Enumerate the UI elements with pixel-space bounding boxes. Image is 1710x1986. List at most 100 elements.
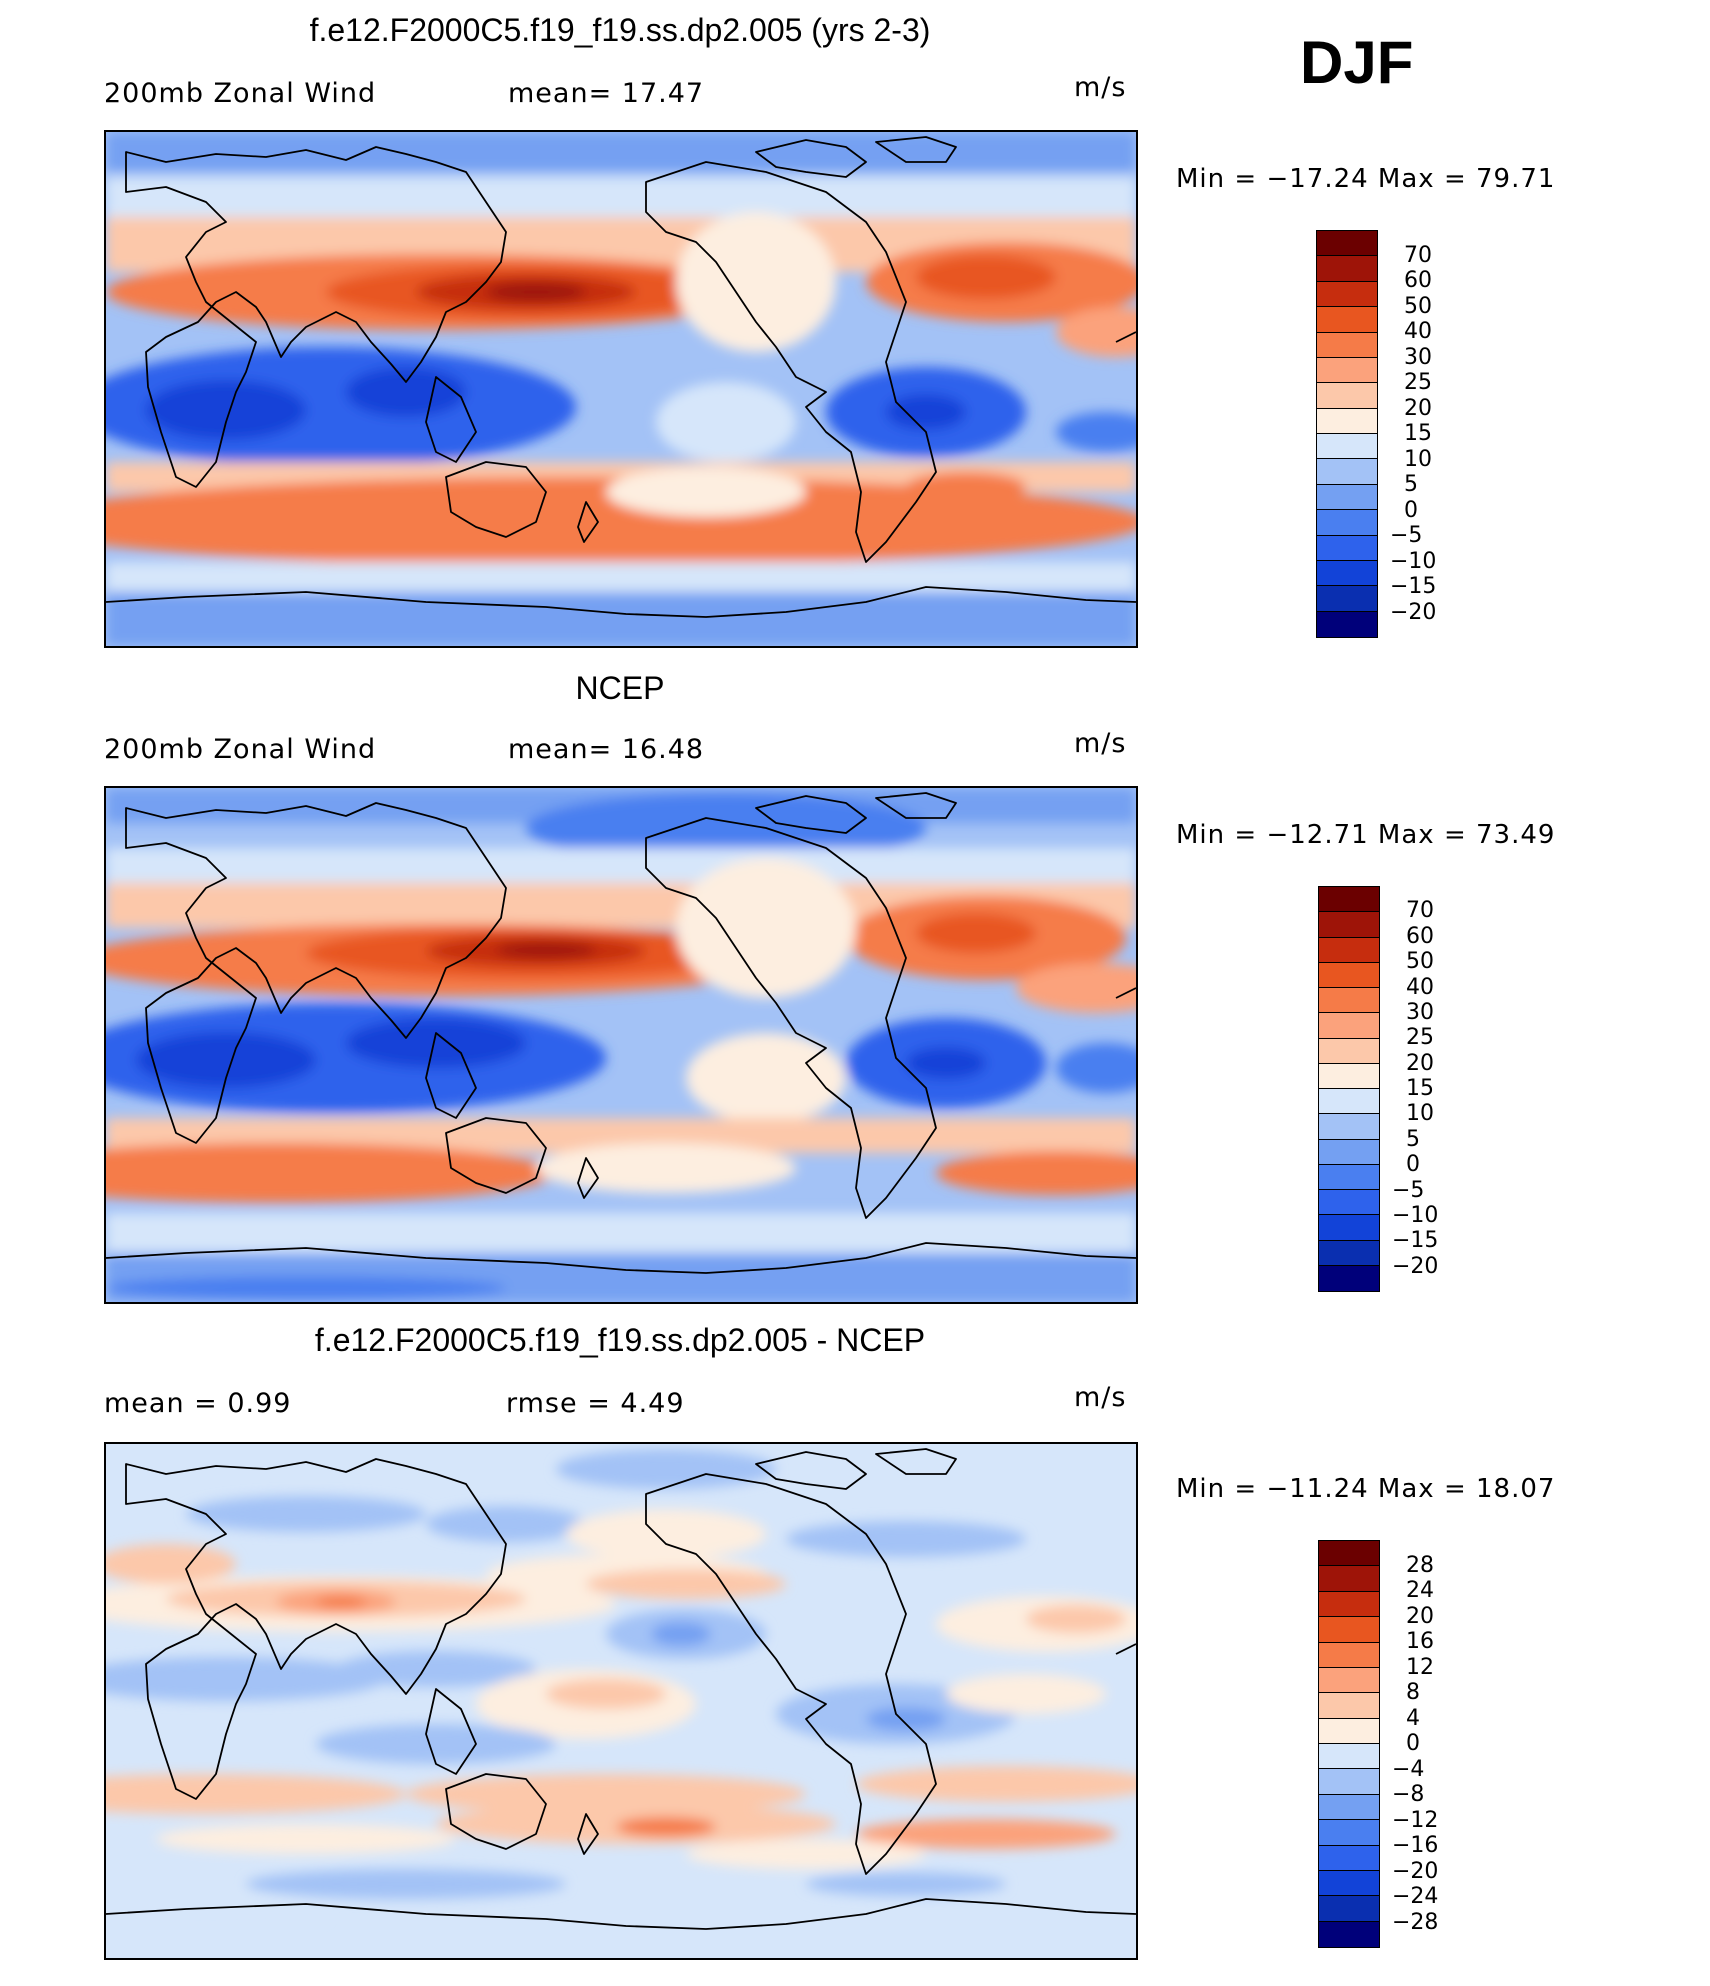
colorbar-box <box>1317 434 1377 460</box>
panel-2-mean-label: mean= 16.48 <box>508 734 705 765</box>
colorbar-box <box>1317 256 1377 282</box>
colorbar-box <box>1317 231 1377 257</box>
colorbar-label: 16 <box>1406 1629 1434 1654</box>
season-label: DJF <box>1300 29 1414 96</box>
coastlines <box>106 136 1136 618</box>
colorbar-box <box>1317 307 1377 333</box>
colorbar-box <box>1319 1164 1379 1190</box>
colorbar-box <box>1317 586 1377 612</box>
colorbar-box <box>1319 1190 1379 1216</box>
colorbar-box <box>1319 887 1379 913</box>
colorbar-box <box>1319 1921 1379 1947</box>
colorbar-box <box>1319 1667 1379 1694</box>
colorbar-box <box>1319 962 1379 988</box>
colorbar-label: −15 <box>1390 574 1437 599</box>
panel-2-title: NCEP <box>575 670 665 706</box>
colorbar-label: 20 <box>1406 1050 1434 1076</box>
colorbar-box <box>1319 1870 1379 1897</box>
coastlines <box>106 792 1136 1274</box>
panel-3-units: m/s <box>1074 1382 1127 1413</box>
coastlines <box>106 1448 1136 1930</box>
colorbar-label: −5 <box>1390 523 1423 548</box>
colorbar-label: −20 <box>1390 599 1437 625</box>
colorbar-box <box>1319 1566 1379 1592</box>
colorbar-box <box>1319 988 1379 1014</box>
colorbar-box <box>1319 1541 1379 1567</box>
panel-3-map <box>104 1442 1138 1960</box>
colorbar-label: 40 <box>1404 319 1432 344</box>
colorbar-label: 50 <box>1404 293 1432 319</box>
colorbar-box <box>1319 1240 1379 1266</box>
colorbar-label: 40 <box>1406 974 1434 1000</box>
panel-3-colorbar <box>1318 1540 1380 1948</box>
colorbar-label: 0 <box>1406 1152 1420 1178</box>
panel-2-map <box>104 786 1138 1304</box>
colorbar-box <box>1319 1013 1379 1039</box>
colorbar-box <box>1317 383 1377 409</box>
colorbar-box <box>1319 912 1379 938</box>
colorbar-box <box>1319 1744 1379 1770</box>
colorbar-box <box>1319 1265 1379 1291</box>
colorbar-box <box>1319 1215 1379 1241</box>
colorbar-box <box>1317 408 1377 434</box>
panel-3-contour-map <box>106 1444 1136 1958</box>
colorbar-box <box>1317 510 1377 536</box>
colorbar-box <box>1317 459 1377 485</box>
panel-2-minmax: Min = −12.71 Max = 73.49 <box>1176 820 1556 850</box>
colorbar-label: 20 <box>1406 1603 1434 1629</box>
colorbar-box <box>1319 1769 1379 1795</box>
colorbar-label: −20 <box>1392 1253 1439 1279</box>
colorbar-label: −10 <box>1390 548 1437 574</box>
colorbar-label: 10 <box>1404 446 1432 472</box>
colorbar-label: 0 <box>1404 497 1418 523</box>
colorbar-box <box>1319 1038 1379 1064</box>
panel-2-colorbar <box>1318 886 1380 1292</box>
colorbar-label: 60 <box>1404 268 1432 293</box>
colorbar-box <box>1319 1139 1379 1165</box>
panel-3-minmax: Min = −11.24 Max = 18.07 <box>1176 1474 1556 1504</box>
colorbar-label: 30 <box>1406 999 1434 1025</box>
colorbar-label: 15 <box>1404 421 1432 446</box>
colorbar-label: −4 <box>1392 1756 1425 1782</box>
panel-2-units: m/s <box>1074 728 1127 759</box>
colorbar-box <box>1319 1114 1379 1140</box>
colorbar-label: 5 <box>1404 472 1418 497</box>
colorbar-label: 10 <box>1406 1101 1434 1127</box>
panel-1-map <box>104 130 1138 648</box>
colorbar-box <box>1319 1845 1379 1871</box>
colorbar-label: 60 <box>1406 923 1434 949</box>
colorbar-label: 70 <box>1404 242 1432 268</box>
colorbar-label: 12 <box>1406 1654 1434 1680</box>
colorbar-label: 8 <box>1406 1680 1420 1705</box>
panel-1-title: f.e12.F2000C5.f19_f19.ss.dp2.005 (yrs 2-… <box>309 12 931 48</box>
colorbar-label: 0 <box>1406 1731 1420 1756</box>
colorbar-box <box>1319 1820 1379 1846</box>
colorbar-label: −15 <box>1392 1228 1439 1254</box>
colorbar-label: 5 <box>1406 1126 1420 1152</box>
colorbar-box <box>1319 1642 1379 1668</box>
colorbar-label: −24 <box>1392 1884 1439 1909</box>
colorbar-box <box>1319 1693 1379 1719</box>
colorbar-box <box>1319 1896 1379 1922</box>
colorbar-label: −20 <box>1392 1858 1439 1884</box>
colorbar-label: −28 <box>1392 1909 1439 1935</box>
colorbar-label: 24 <box>1406 1578 1434 1603</box>
colorbar-label: −12 <box>1392 1807 1439 1833</box>
panel-1-minmax: Min = −17.24 Max = 79.71 <box>1176 164 1556 194</box>
panel-2-variable-label: 200mb Zonal Wind <box>104 734 377 765</box>
panel-3-title: f.e12.F2000C5.f19_f19.ss.dp2.005 - NCEP <box>314 1322 926 1358</box>
colorbar-box <box>1319 1718 1379 1744</box>
colorbar-label: 30 <box>1404 344 1432 370</box>
colorbar-box <box>1317 611 1377 637</box>
colorbar-box <box>1317 484 1377 511</box>
colorbar-label: −5 <box>1392 1177 1425 1203</box>
colorbar-box <box>1319 1089 1379 1115</box>
colorbar-label: −8 <box>1392 1782 1425 1807</box>
colorbar-box <box>1319 1591 1379 1618</box>
colorbar-box <box>1319 1794 1379 1821</box>
colorbar-box <box>1317 535 1377 561</box>
colorbar-label: 50 <box>1406 949 1434 975</box>
colorbar-label: −10 <box>1392 1202 1439 1228</box>
colorbar-box <box>1317 332 1377 358</box>
colorbar-label: 20 <box>1404 395 1432 421</box>
